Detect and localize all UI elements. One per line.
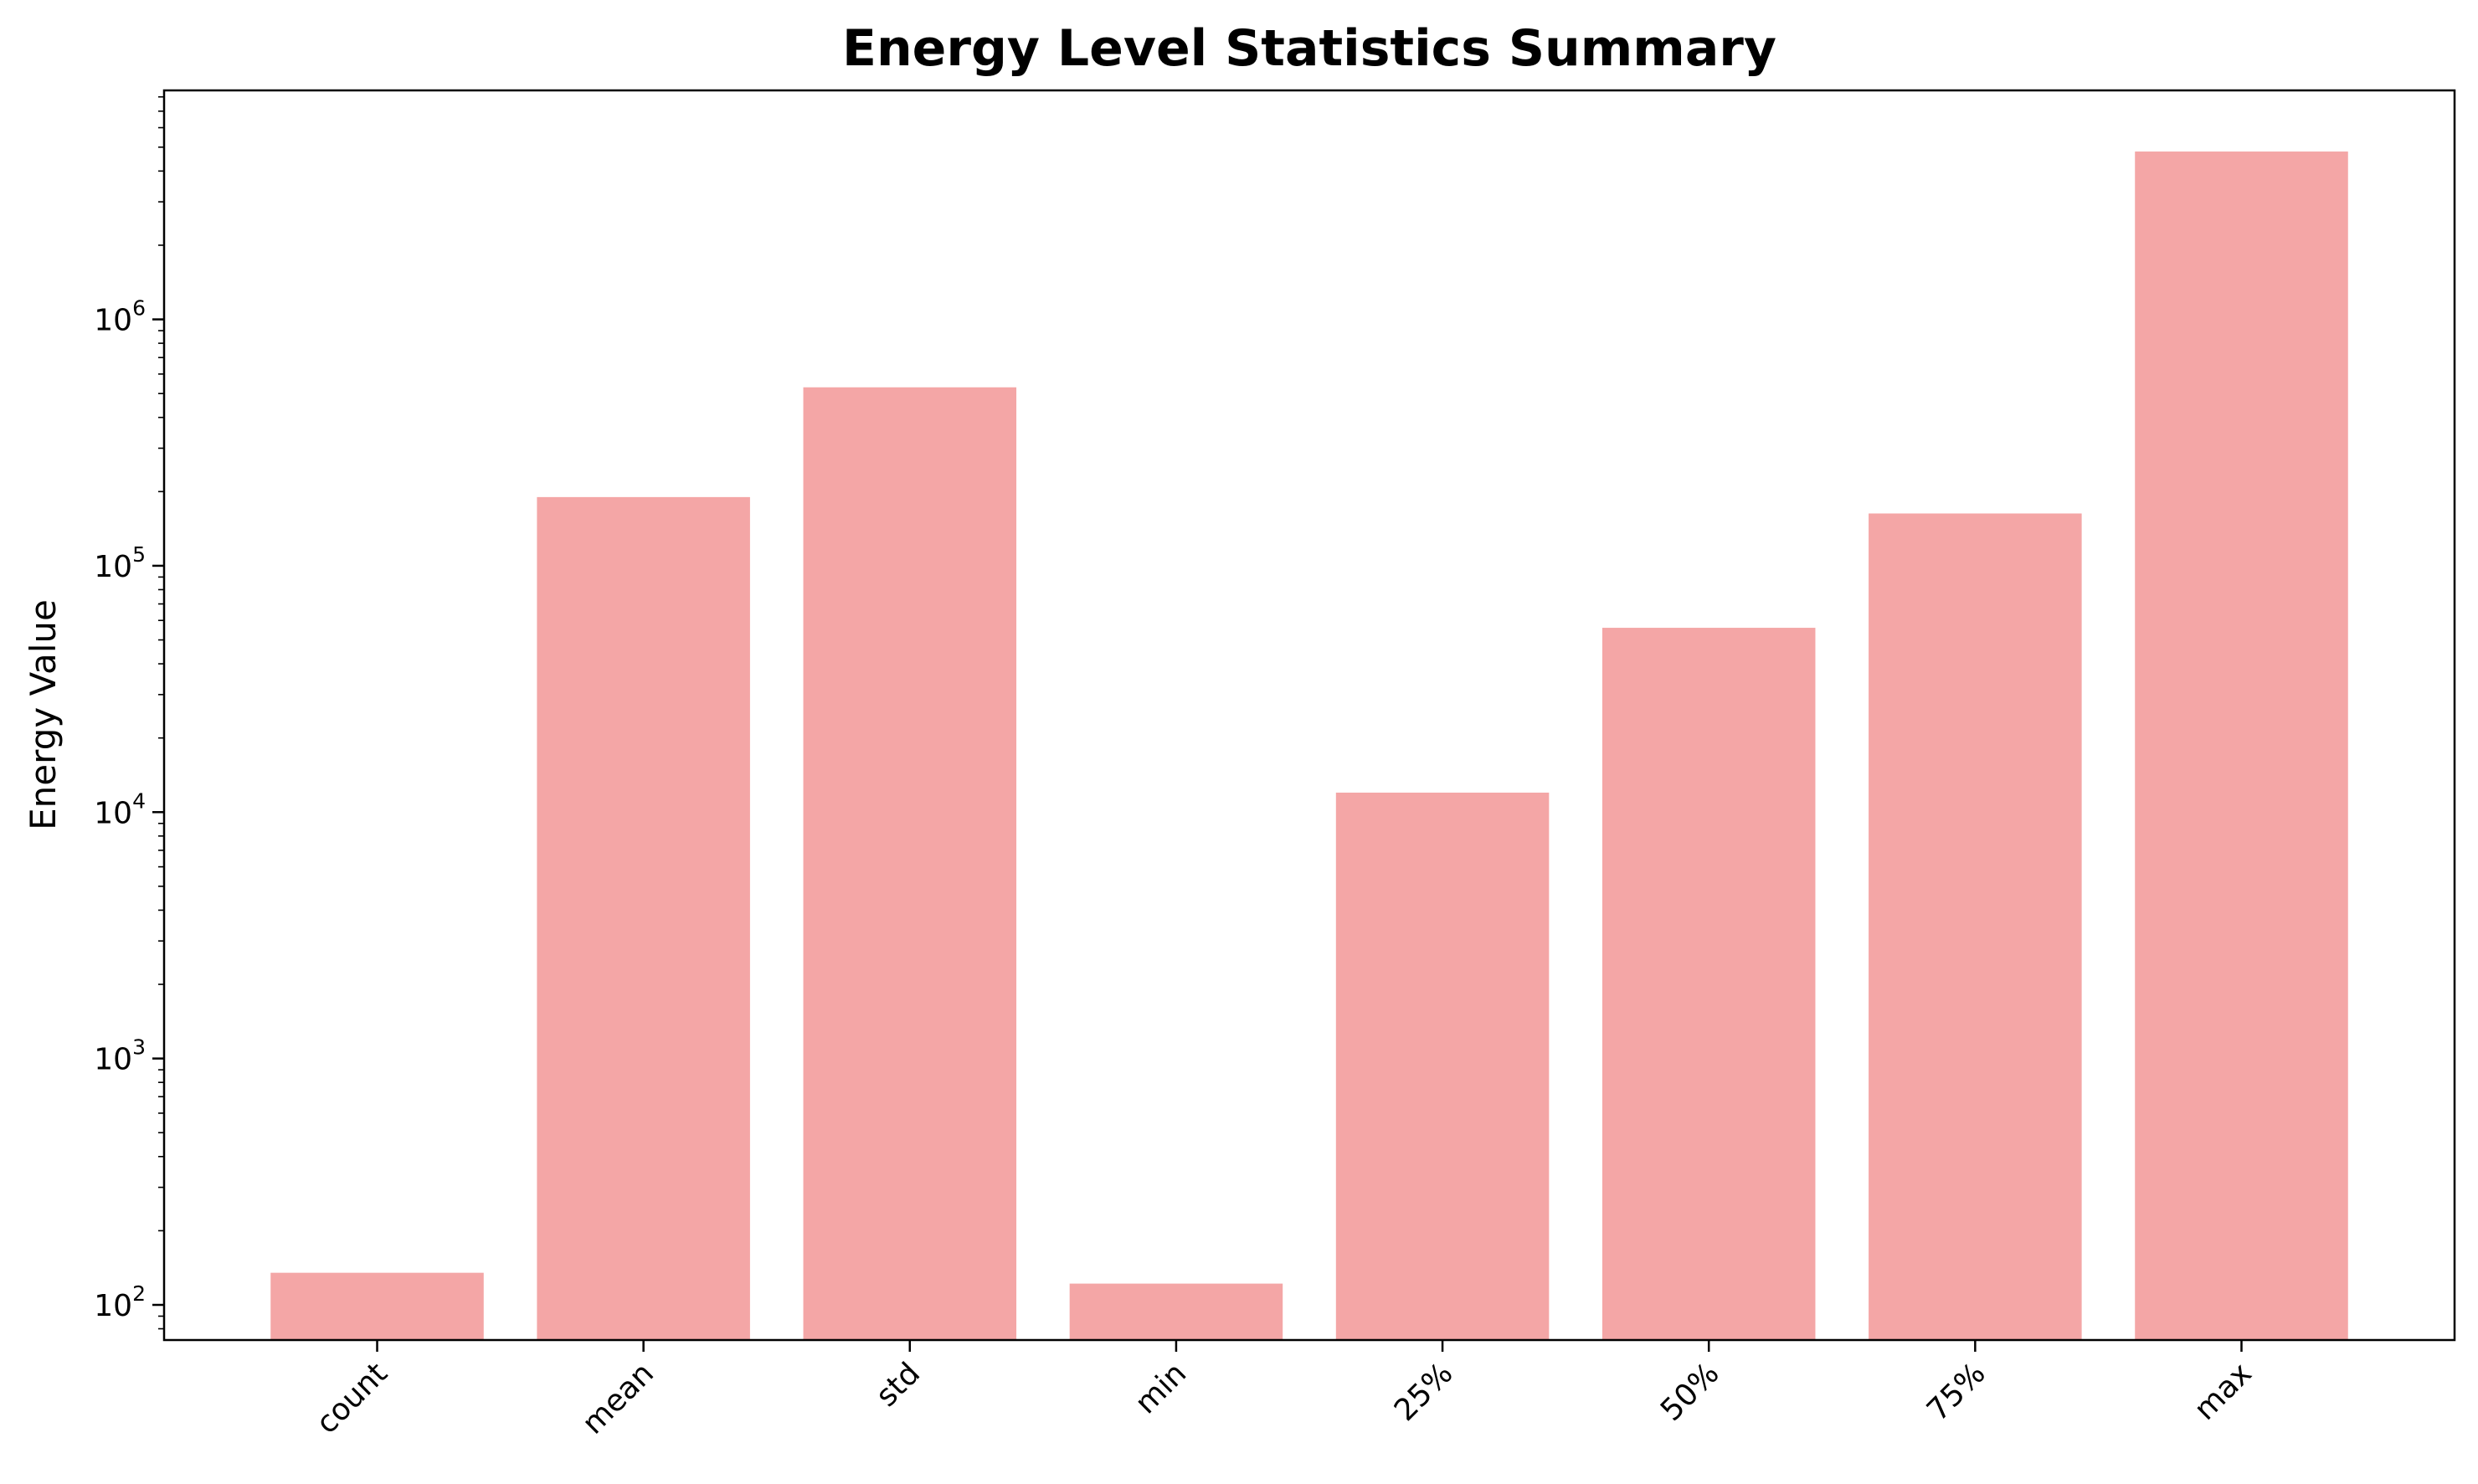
y-tick-label: 106 (94, 296, 146, 338)
y-tick-label: 105 (94, 542, 146, 584)
x-tick-label: mean (576, 1356, 661, 1440)
y-axis-label: Energy Value (23, 599, 64, 830)
bars-group (270, 151, 2348, 1341)
plot-frame (162, 89, 2456, 1342)
x-tick-label: max (2188, 1356, 2258, 1426)
bar-max (2135, 151, 2348, 1341)
y-major-ticks: 102 103 104 105 106 (94, 296, 164, 1323)
bar-count (270, 1272, 484, 1340)
y-tick-label: 104 (94, 788, 146, 830)
bar-min (1069, 1283, 1283, 1340)
bar-mean (537, 496, 750, 1340)
bar-50pct (1601, 628, 1816, 1340)
y-tick-label: 103 (94, 1035, 146, 1077)
x-tick-label: std (870, 1356, 927, 1413)
chart-title: Energy Level Statistics Summary (842, 19, 1776, 78)
x-tick-label: 75% (1920, 1356, 1992, 1428)
x-tick-label: min (1128, 1356, 1193, 1420)
bar-75pct (1869, 513, 2082, 1340)
bar-25pct (1335, 792, 1550, 1340)
x-tick-label: 50% (1654, 1356, 1726, 1428)
x-tick-label: count (310, 1356, 394, 1440)
x-axis-ticks: count mean std min 25% 50% 75% max (310, 1340, 2259, 1441)
y-tick-label: 102 (94, 1281, 146, 1323)
bar-std (803, 387, 1017, 1340)
x-tick-label: 25% (1388, 1356, 1460, 1428)
